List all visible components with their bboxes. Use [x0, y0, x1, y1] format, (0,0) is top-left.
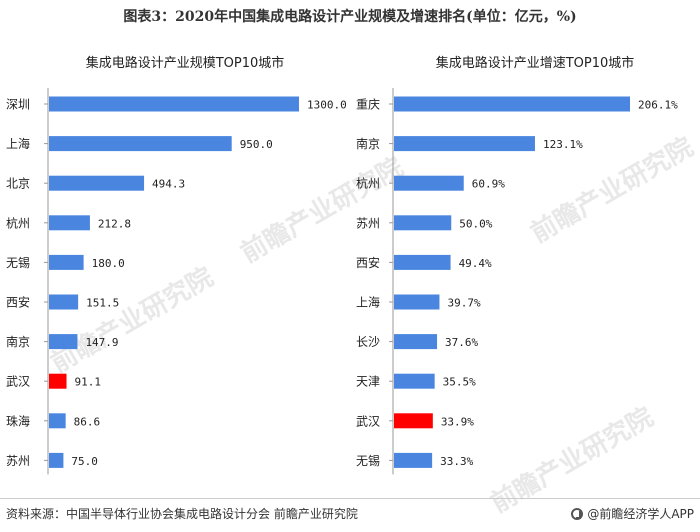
- category-label: 西安: [6, 295, 30, 310]
- value-label: 147.9: [85, 336, 118, 349]
- bar: [394, 96, 630, 112]
- category-label: 上海: [6, 136, 30, 151]
- value-label: 75.0: [71, 455, 98, 468]
- brand-label: @前瞻经济学人APP: [587, 507, 694, 521]
- category-label: 南京: [356, 136, 380, 151]
- value-label: 91.1: [75, 376, 102, 389]
- bar: [394, 136, 535, 152]
- value-label: 1300.0: [307, 99, 347, 112]
- bar: [394, 334, 438, 350]
- value-label: 123.1%: [543, 138, 583, 151]
- bar: [49, 334, 78, 350]
- value-label: 35.5%: [443, 376, 476, 389]
- value-label: 33.9%: [441, 415, 474, 428]
- category-label: 长沙: [356, 335, 380, 349]
- category-label: 上海: [356, 295, 380, 310]
- category-label: 杭州: [356, 176, 380, 191]
- value-label: 60.9%: [472, 178, 505, 191]
- value-label: 950.0: [240, 138, 273, 151]
- bar: [49, 254, 84, 270]
- value-label: 37.6%: [445, 336, 478, 349]
- left-chart-title: 集成电路设计产业规模TOP10城市: [85, 56, 285, 71]
- footer-divider: [0, 498, 700, 499]
- value-label: 212.8: [98, 217, 131, 230]
- value-label: 151.5: [86, 297, 119, 310]
- bar: [394, 215, 452, 231]
- category-label: 北京: [6, 177, 30, 191]
- category-label: 天津: [356, 375, 380, 389]
- bar: [49, 413, 66, 429]
- category-label: 杭州: [6, 215, 30, 230]
- bar: [49, 294, 79, 310]
- chart-scale: 深圳 1300.0 上海 950.0 北京 494.3 杭州 212.8 无锡 180.0 西安 15…: [6, 88, 347, 475]
- page-title: 图表3：2020年中国集成电路设计产业规模及增速排名(单位：亿元，%): [123, 9, 577, 25]
- brand-credit: @前瞻经济学人APP: [571, 505, 694, 522]
- value-label: 39.7%: [447, 297, 480, 310]
- value-label: 50.0%: [459, 217, 492, 230]
- bar: [49, 373, 67, 389]
- category-label: 苏州: [356, 216, 380, 230]
- value-label: 33.3%: [440, 455, 473, 468]
- category-label: 武汉: [356, 414, 380, 428]
- category-label: 珠海: [6, 413, 30, 428]
- bar: [394, 413, 433, 429]
- bar: [394, 254, 451, 270]
- right-chart-title: 集成电路设计产业增速TOP10城市: [435, 56, 635, 71]
- bar: [394, 294, 440, 310]
- value-label: 206.1%: [638, 99, 678, 112]
- category-label: 西安: [356, 255, 380, 270]
- source-note: 资料来源：中国半导体行业协会集成电路设计分会 前瞻产业研究院: [6, 507, 358, 521]
- category-label: 无锡: [356, 453, 380, 468]
- bar: [394, 175, 464, 191]
- bar: [49, 96, 299, 112]
- bar: [49, 215, 90, 231]
- bar: [394, 373, 435, 389]
- value-label: 86.6: [74, 415, 101, 428]
- category-label: 南京: [6, 334, 30, 349]
- brand-logo-icon: [571, 507, 584, 520]
- value-label: 494.3: [152, 178, 185, 191]
- bar: [49, 452, 64, 468]
- category-label: 无锡: [6, 255, 30, 270]
- category-label: 武汉: [6, 375, 30, 389]
- value-label: 49.4%: [459, 257, 492, 270]
- category-label: 深圳: [6, 98, 30, 112]
- value-label: 180.0: [92, 257, 125, 270]
- bar: [394, 452, 433, 468]
- bar: [49, 175, 145, 191]
- category-label: 重庆: [356, 98, 380, 112]
- chart-growth: 重庆 206.1% 南京 123.1% 杭州 60.9% 苏州 50.0% 西安 49.4% 上海 3…: [356, 88, 678, 475]
- category-label: 苏州: [6, 454, 30, 468]
- bar: [49, 136, 232, 152]
